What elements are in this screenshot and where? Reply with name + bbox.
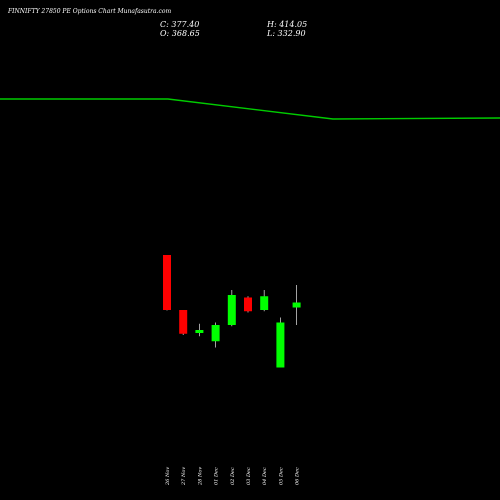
x-tick-label: 26 Nov <box>165 467 171 486</box>
x-tick-label: 01 Dec <box>214 467 220 485</box>
candle-body <box>195 330 204 333</box>
candle-26-nov <box>163 255 171 311</box>
x-tick-label: 02 Dec <box>230 467 236 485</box>
candle-05-dec <box>276 317 285 368</box>
candle-01-dec <box>211 322 220 348</box>
candle-02-dec <box>227 290 236 327</box>
close-value: C: 377.40 <box>160 20 200 29</box>
low-value: L: 332.90 <box>267 29 306 38</box>
x-tick-label: 27 Nov <box>181 467 187 486</box>
candle-body <box>227 295 236 325</box>
x-tick-label: 05 Dec <box>278 467 284 485</box>
candle-04-dec <box>260 290 269 312</box>
x-tick-label: 03 Dec <box>246 467 252 485</box>
candle-body <box>211 325 220 342</box>
candle-body <box>292 302 301 308</box>
candle-27-nov <box>179 310 188 335</box>
candle-body <box>276 322 285 368</box>
open-value: O: 368.65 <box>160 29 200 38</box>
candle-06-dec <box>292 285 301 325</box>
candle-body <box>179 310 188 334</box>
x-tick-label: 04 Dec <box>262 467 268 485</box>
candle-28-nov <box>195 323 204 337</box>
x-tick-label: 06 Dec <box>295 467 301 485</box>
candle-body <box>163 255 171 310</box>
chart-title: FINNIFTY 27850 PE Options Chart Munafasu… <box>8 8 172 15</box>
candle-body <box>244 297 252 312</box>
candle-body <box>260 296 269 310</box>
high-value: H: 414.05 <box>267 20 308 29</box>
trend-line <box>0 98 500 120</box>
x-tick-label: 28 Nov <box>197 467 203 486</box>
candle-03-dec <box>244 296 252 313</box>
